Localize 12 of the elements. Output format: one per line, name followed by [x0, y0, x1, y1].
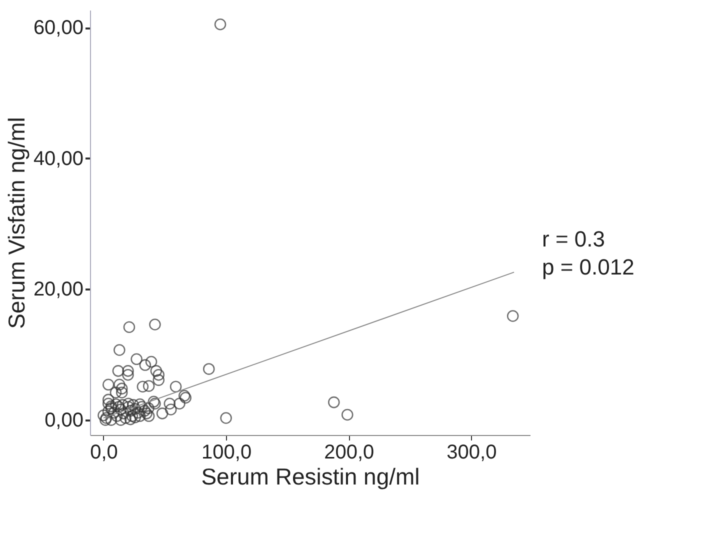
x-tick-label: 0,0	[90, 442, 118, 464]
x-axis-title: Serum Resistin ng/ml	[201, 464, 420, 490]
text: p = 0.012	[542, 254, 634, 280]
y-tick-label: 0,00	[44, 409, 84, 432]
x-tick-label: 300,0	[446, 442, 497, 464]
y-tick-label: 60,00	[33, 17, 84, 40]
x-tick-label: 100,0	[202, 442, 252, 464]
text: r = 0.3	[542, 226, 605, 252]
y-axis-title: Serum Visfatin ng/ml	[3, 117, 30, 329]
y-tick-label: 20,00	[33, 278, 84, 301]
y-tick-label: 40,00	[33, 148, 84, 170]
x-tick-label: 200,0	[324, 442, 374, 464]
